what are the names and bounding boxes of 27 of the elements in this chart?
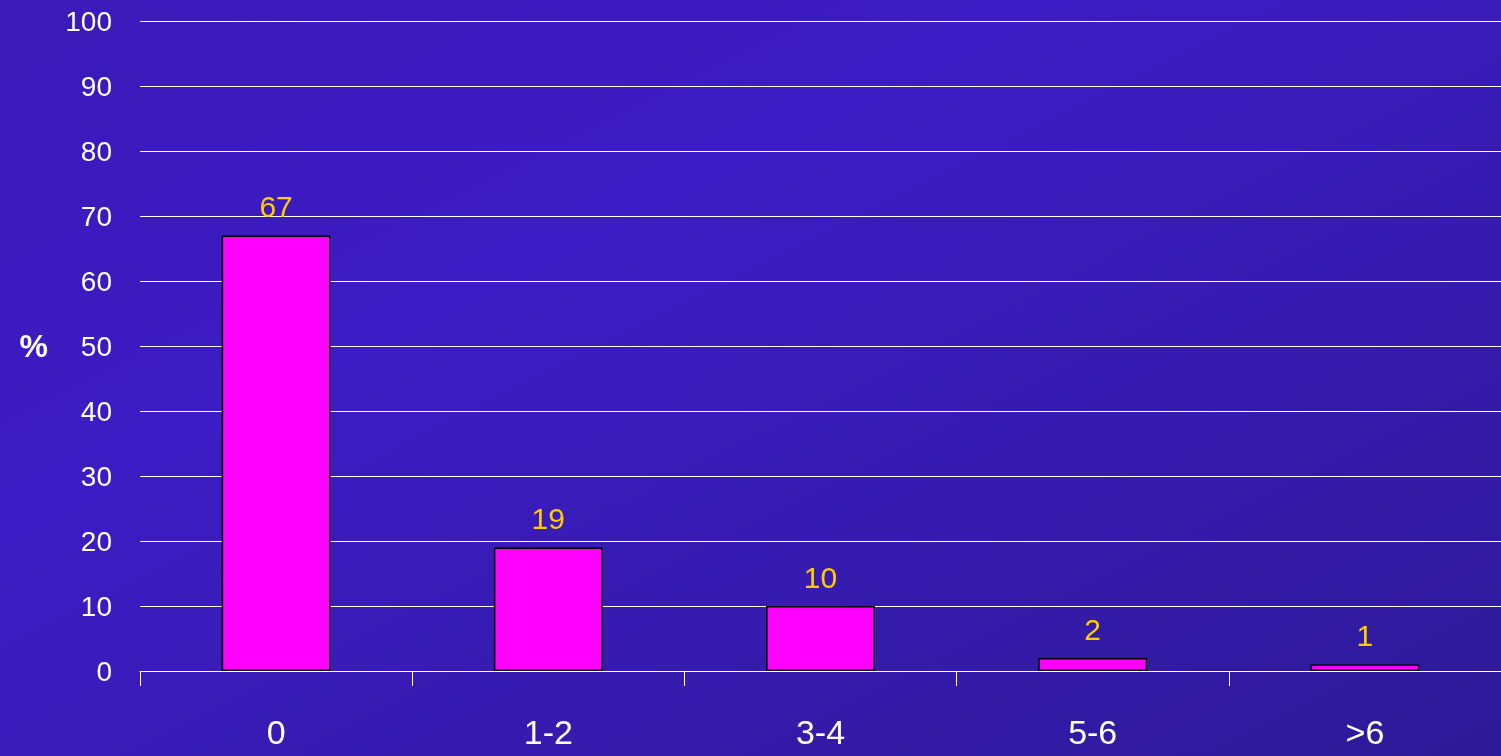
bar — [1038, 658, 1148, 671]
x-tick-label: 5-6 — [1068, 713, 1118, 751]
x-tick-label: 1-2 — [523, 713, 573, 751]
data-label: 1 — [1356, 619, 1374, 652]
y-tick-label: 100 — [65, 5, 112, 37]
y-tick-label: 30 — [80, 460, 112, 492]
y-tick-label: 80 — [80, 135, 112, 167]
bar — [1310, 664, 1420, 671]
y-axis-title: % — [19, 328, 48, 364]
y-tick-label: 50 — [80, 330, 112, 362]
bar — [221, 235, 331, 671]
data-label: 2 — [1084, 612, 1102, 646]
y-tick-label: 0 — [96, 655, 112, 687]
data-label: 67 — [259, 190, 293, 223]
y-tick-label: 10 — [80, 590, 112, 622]
bar — [766, 606, 875, 671]
y-tick-label: 40 — [80, 395, 112, 427]
x-tick-label: >6 — [1345, 713, 1385, 751]
y-tick-label: 60 — [80, 265, 112, 297]
y-tick-label: 70 — [80, 200, 112, 232]
x-tick-label: 0 — [266, 713, 286, 751]
data-label: 19 — [531, 502, 565, 535]
y-tick-label: 90 — [80, 70, 112, 102]
y-tick-label: 20 — [80, 525, 112, 557]
data-label: 10 — [803, 560, 838, 594]
x-tick-label: 3-4 — [795, 713, 846, 751]
bar — [493, 547, 603, 671]
